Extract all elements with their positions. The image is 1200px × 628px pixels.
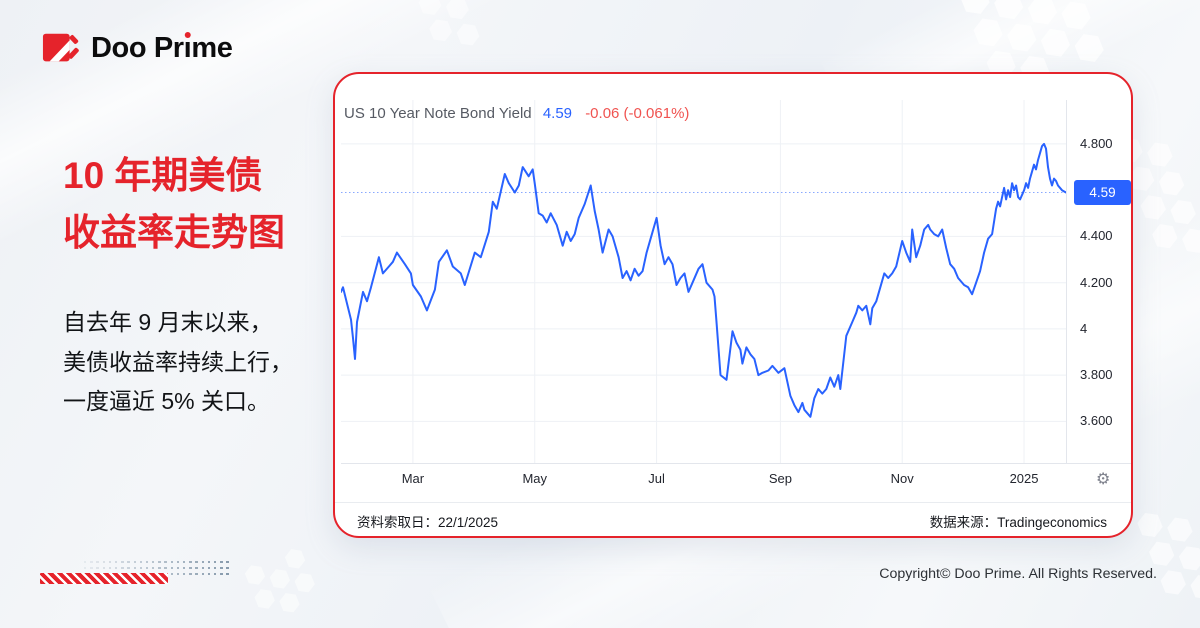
data-source: 数据来源：Tradingeconomics	[929, 515, 1107, 530]
decoration-dot	[96, 561, 99, 564]
decoration-dot	[213, 561, 217, 564]
x-axis-label: 2025	[1009, 471, 1039, 486]
decoration-dot	[164, 561, 167, 564]
data-retrieval-date: 资料索取日：22/1/2025	[357, 515, 499, 530]
doo-prime-logo-icon	[42, 33, 79, 62]
decoration-dot	[164, 566, 167, 570]
decoration-dot	[176, 572, 180, 576]
description-line: 一度逼近 5% 关口。	[63, 388, 271, 414]
y-axis-label: 4.800	[1080, 135, 1113, 151]
line-chart	[341, 100, 1066, 463]
chart-widget: US 10 Year Note Bond Yield 4.59 -0.06 (-…	[335, 74, 1131, 536]
y-axis-label: 4.200	[1080, 274, 1113, 290]
y-axis-label: 3.800	[1080, 367, 1113, 383]
decoration-dot	[84, 566, 87, 570]
decoration-dot	[108, 566, 112, 570]
decoration-dot	[226, 572, 229, 576]
page-title-line1: 10 年期美债	[63, 155, 263, 196]
decoration-dot	[170, 572, 174, 576]
decoration-dot	[226, 561, 229, 564]
decoration-dot	[207, 561, 211, 564]
decoration-dot	[189, 561, 192, 564]
decoration-dot	[145, 566, 149, 570]
decoration-dot	[133, 561, 136, 564]
decoration-dot	[213, 572, 217, 576]
decoration-dot	[108, 561, 112, 564]
y-axis-separator	[1066, 100, 1067, 463]
decoration-dot	[158, 561, 161, 564]
decoration-dot	[139, 566, 143, 570]
page-description: 自去年 9 月末以来， 美债收益率持续上行， 一度逼近 5% 关口。	[63, 303, 293, 422]
page-title: 10 年期美债 收益率走势图	[63, 147, 285, 261]
decoration-dot	[183, 572, 186, 576]
decoration-dot	[201, 561, 204, 564]
decoration-dot	[127, 561, 130, 564]
y-axis-label: 3.600	[1080, 413, 1113, 429]
settings-gear-icon[interactable]: ⚙	[1096, 469, 1111, 488]
decoration-dot	[102, 561, 105, 564]
decoration-dot	[220, 566, 223, 570]
decoration-dot	[133, 566, 136, 570]
decoration-dot	[183, 561, 186, 564]
x-axis-label: Nov	[890, 471, 914, 486]
x-axis-label: May	[522, 471, 547, 486]
decoration-dot	[183, 566, 186, 570]
doo-prime-logo-text: Doo Prıme	[91, 31, 233, 64]
decoration-dot	[102, 566, 105, 570]
decoration-dot	[201, 572, 204, 576]
page-title-line2: 收益率走势图	[63, 212, 285, 253]
decoration-dot	[121, 566, 124, 570]
x-axis: ⚙ Mar May Jul Sep Nov 2025	[341, 463, 1131, 493]
last-price-badge: 4.59	[1074, 179, 1131, 205]
decoration-dot	[114, 561, 118, 564]
chart-card: US 10 Year Note Bond Yield 4.59 -0.06 (-…	[333, 72, 1133, 538]
copyright-text: Copyright© Doo Prime. All Rights Reserve…	[879, 566, 1157, 582]
decoration-dot	[145, 561, 149, 564]
decoration-dot	[189, 572, 192, 576]
decoration-dot	[121, 561, 124, 564]
decoration-dot	[170, 561, 174, 564]
chart-legend: US 10 Year Note Bond Yield 4.59 -0.06 (-…	[344, 105, 689, 122]
x-axis-label: Jul	[648, 471, 665, 486]
decoration-dot	[170, 566, 174, 570]
x-axis-label: Sep	[768, 471, 792, 486]
decoration-dot	[220, 572, 223, 576]
decoration-dot	[139, 561, 143, 564]
decoration-dot	[84, 561, 87, 564]
decoration-dot	[220, 561, 223, 564]
decoration-dot	[201, 566, 204, 570]
decoration-dot	[114, 566, 118, 570]
decoration-dot	[189, 566, 192, 570]
chart-last-value: 4.59	[542, 105, 573, 122]
decoration-dot	[90, 561, 93, 564]
decoration-dot	[158, 566, 161, 570]
decoration-dot	[226, 566, 229, 570]
widget-divider	[335, 502, 1131, 503]
decoration-dot	[195, 566, 198, 570]
decoration-dot	[207, 566, 211, 570]
decoration-dot	[152, 561, 155, 564]
decoration-dot	[127, 566, 130, 570]
chart-title: US 10 Year Note Bond Yield	[344, 105, 532, 122]
decoration-dot	[96, 566, 99, 570]
decoration-dot	[176, 561, 180, 564]
y-axis-label: 4.400	[1080, 228, 1113, 244]
description-line: 自去年 9 月末以来，	[63, 309, 273, 335]
chart-change-value: -0.06 (-0.061%)	[585, 105, 690, 122]
y-axis-label: 4	[1080, 320, 1088, 336]
decoration-dot	[176, 566, 180, 570]
decoration-dot	[195, 561, 198, 564]
decoration-dot	[213, 566, 217, 570]
decoration-dot	[195, 572, 198, 576]
yield-line-series	[341, 142, 1066, 418]
decoration-dot	[207, 572, 211, 576]
doo-prime-logo: Doo Prıme	[42, 27, 233, 69]
decoration-dot	[90, 566, 93, 570]
decoration-dot	[152, 566, 155, 570]
description-line: 美债收益率持续上行，	[63, 348, 293, 375]
x-axis-label: Mar	[401, 471, 425, 486]
striped-bar-decoration	[40, 573, 168, 584]
